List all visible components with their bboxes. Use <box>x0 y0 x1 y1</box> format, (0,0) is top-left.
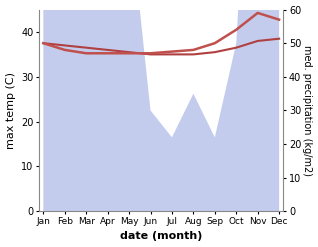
Y-axis label: med. precipitation (kg/m2): med. precipitation (kg/m2) <box>302 45 313 176</box>
X-axis label: date (month): date (month) <box>120 231 203 242</box>
Y-axis label: max temp (C): max temp (C) <box>5 72 16 149</box>
